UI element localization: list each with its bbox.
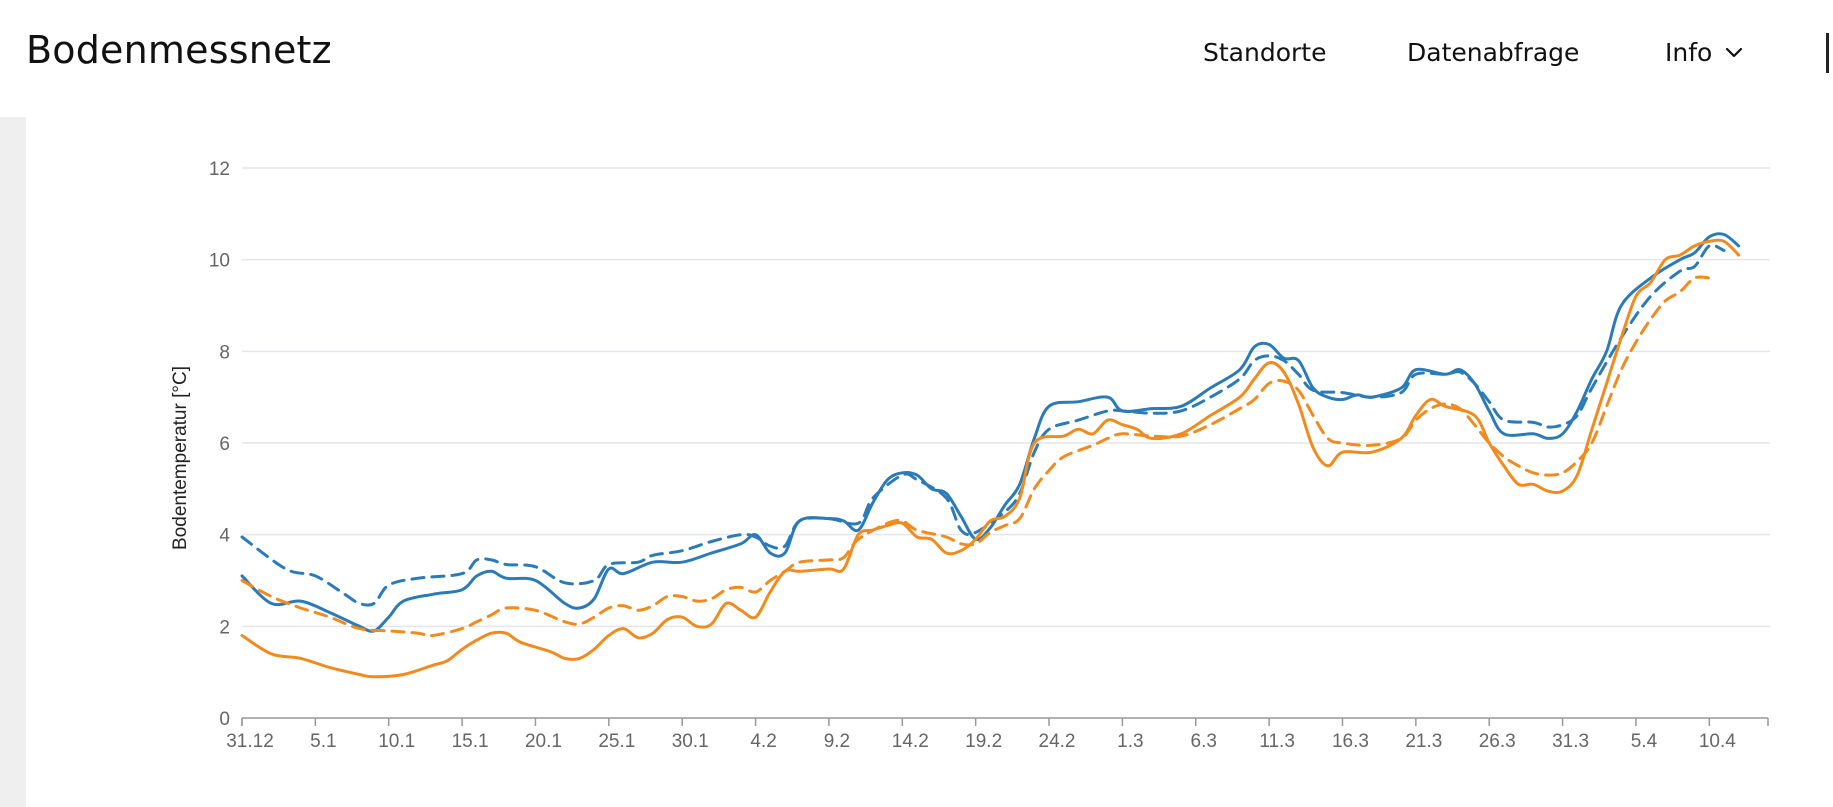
chevron-down-icon	[1726, 47, 1743, 57]
series-lines	[240, 232, 1741, 679]
y-tick-label: 10	[209, 251, 230, 272]
y-tick-label: 2	[219, 617, 230, 638]
x-tick-label: 16.3	[1332, 731, 1369, 752]
x-tick-label: 11.3	[1259, 731, 1295, 752]
nav-info-label: Info	[1665, 38, 1713, 67]
y-tick-label: 12	[209, 159, 230, 180]
x-tick-label: 14.2	[892, 731, 929, 752]
y-tick-label: 6	[219, 434, 230, 455]
x-tick-label: 21.3	[1405, 731, 1442, 752]
x-tick-label: 26.3	[1479, 731, 1516, 752]
series-line-blue-solid	[240, 232, 1741, 633]
y-tick-label: 0	[219, 709, 230, 730]
series-line-blue-dashed	[240, 243, 1726, 607]
x-tick-label: 6.3	[1191, 731, 1217, 752]
grid	[242, 167, 1770, 628]
x-tick-label: 5.1	[310, 731, 336, 752]
x-tick-label: 5.4	[1631, 731, 1658, 752]
x-tick-label: 9.2	[824, 731, 850, 752]
series-line-orange-dashed	[240, 275, 1711, 638]
nav-info[interactable]: Info	[1665, 38, 1744, 67]
x-tick-label: 1.3	[1117, 731, 1143, 752]
x-tick-label: 19.2	[965, 731, 1002, 752]
header-divider	[1826, 33, 1829, 73]
x-tick-label: 31.3	[1552, 731, 1589, 752]
y-tick-label: 4	[219, 526, 230, 547]
x-tick-label: 24.2	[1039, 731, 1076, 752]
x-tick-label: 10.4	[1699, 731, 1736, 752]
header: Bodenmessnetz Standorte Datenabfrage Inf…	[0, 0, 1833, 117]
y-axis-ticks: 0 2 4 6 8 10 12	[209, 159, 231, 730]
x-axis: 31.12 5.1 10.1 15.1 20.1 25.1 30.1 4.2 9.2 14.2 19…	[226, 717, 1769, 752]
left-sidebar-strip	[0, 117, 26, 807]
x-tick-label: 30.1	[672, 731, 709, 752]
y-tick-label: 8	[219, 342, 230, 363]
x-tick-label: 4.2	[750, 731, 776, 752]
x-tick-label: 15.1	[452, 731, 489, 752]
x-tick-label: 10.1	[378, 731, 415, 752]
nav-datenabfrage[interactable]: Datenabfrage	[1407, 38, 1580, 67]
x-tick-label: 25.1	[598, 731, 635, 752]
nav-standorte[interactable]: Standorte	[1203, 38, 1327, 67]
site-title[interactable]: Bodenmessnetz	[26, 28, 332, 72]
series-line-orange-solid	[240, 238, 1741, 679]
x-tick-label: 20.1	[525, 731, 562, 752]
x-tick-label: 31.12	[226, 731, 274, 752]
y-axis-label: Bodentemperatur [°C]	[170, 366, 191, 550]
